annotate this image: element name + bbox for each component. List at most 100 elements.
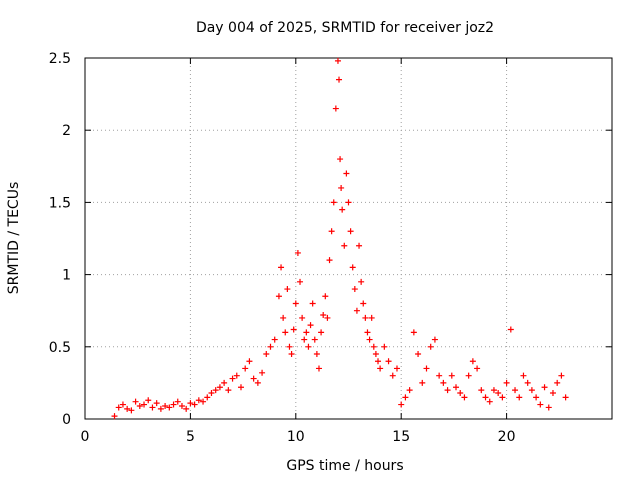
data-point	[305, 343, 312, 350]
data-point	[278, 264, 285, 271]
data-point	[545, 404, 552, 411]
data-point	[436, 372, 443, 379]
data-point	[290, 326, 297, 333]
data-point	[322, 293, 329, 300]
data-point	[284, 286, 291, 293]
data-point	[406, 387, 413, 394]
data-point	[187, 400, 194, 407]
data-point	[301, 336, 308, 343]
data-points	[111, 57, 569, 420]
data-point	[338, 184, 345, 191]
data-point	[237, 384, 244, 391]
data-point	[393, 365, 400, 372]
data-point	[336, 76, 343, 83]
data-point	[141, 401, 148, 408]
data-point	[339, 206, 346, 213]
data-point	[124, 405, 131, 412]
data-point	[453, 384, 460, 391]
data-point	[174, 398, 181, 405]
data-point	[204, 394, 211, 401]
data-point	[372, 351, 379, 358]
data-point	[263, 351, 270, 358]
data-point	[520, 372, 527, 379]
data-point	[128, 407, 135, 414]
data-point	[311, 336, 318, 343]
data-point	[541, 384, 548, 391]
data-point	[381, 343, 388, 350]
data-point	[324, 314, 331, 321]
data-point	[254, 379, 261, 386]
data-point	[280, 314, 287, 321]
data-point	[162, 403, 169, 410]
x-tick-label: 20	[498, 429, 516, 445]
data-point	[250, 375, 257, 382]
data-point	[178, 403, 185, 410]
data-point	[398, 401, 405, 408]
data-point	[191, 401, 198, 408]
data-point	[157, 405, 164, 412]
data-point	[347, 228, 354, 235]
data-point	[225, 387, 232, 394]
y-tick-label: 1.5	[49, 195, 71, 211]
data-point	[299, 314, 306, 321]
data-point	[343, 170, 350, 177]
data-point	[292, 300, 299, 307]
data-point	[330, 199, 337, 206]
data-point	[562, 394, 569, 401]
data-point	[554, 379, 561, 386]
data-point	[370, 343, 377, 350]
data-point	[271, 336, 278, 343]
data-point	[419, 379, 426, 386]
data-point	[457, 390, 464, 397]
x-tick-label: 15	[392, 429, 410, 445]
data-point	[115, 404, 122, 411]
data-point	[334, 57, 341, 64]
data-point	[259, 369, 266, 376]
data-point	[524, 379, 531, 386]
data-point	[362, 314, 369, 321]
data-point	[145, 397, 152, 404]
y-tick-label: 2.5	[49, 51, 71, 67]
data-point	[286, 343, 293, 350]
data-point	[315, 365, 322, 372]
data-point	[448, 372, 455, 379]
data-point	[495, 390, 502, 397]
data-point	[375, 358, 382, 365]
data-point	[349, 264, 356, 271]
data-point	[229, 375, 236, 382]
data-point	[358, 278, 365, 285]
data-point	[377, 365, 384, 372]
data-point	[503, 379, 510, 386]
data-point	[465, 372, 472, 379]
data-point	[512, 387, 519, 394]
data-point	[318, 329, 325, 336]
data-point	[507, 326, 514, 333]
data-point	[474, 365, 481, 372]
grid-lines	[85, 58, 612, 419]
data-point	[427, 343, 434, 350]
data-point	[221, 379, 228, 386]
data-point	[233, 372, 240, 379]
data-point	[337, 156, 344, 163]
data-point	[303, 329, 310, 336]
data-point	[294, 249, 301, 256]
x-tick-label: 10	[287, 429, 305, 445]
data-point	[309, 300, 316, 307]
data-point	[486, 398, 493, 405]
data-point	[368, 314, 375, 321]
data-point	[490, 387, 497, 394]
data-point	[267, 343, 274, 350]
data-point	[170, 401, 177, 408]
data-point	[499, 394, 506, 401]
y-axis-title: SRMTID / TECUs	[6, 182, 22, 295]
y-tick-label: 0.5	[49, 340, 71, 356]
data-point	[297, 278, 304, 285]
data-point	[200, 398, 207, 405]
data-point	[469, 358, 476, 365]
data-point	[136, 403, 143, 410]
data-point	[119, 401, 126, 408]
y-tick-label: 0	[62, 412, 71, 428]
data-point	[364, 329, 371, 336]
data-point	[366, 336, 373, 343]
data-point	[351, 286, 358, 293]
